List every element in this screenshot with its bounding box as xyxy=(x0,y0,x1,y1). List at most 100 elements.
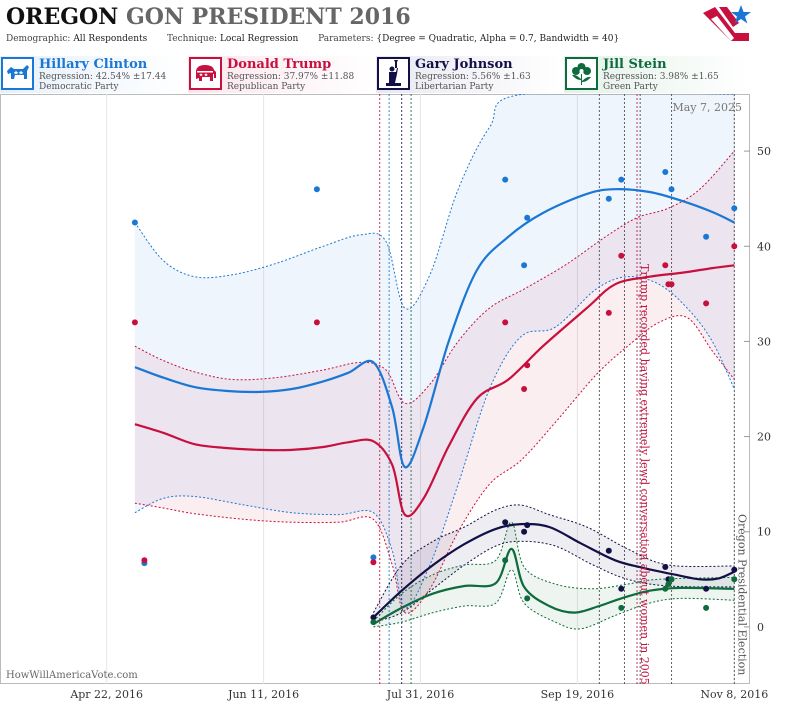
candidate-party: Democratic Party xyxy=(39,82,119,92)
parameters-label: Parameters: xyxy=(318,34,374,44)
candidate-name: Donald Trump xyxy=(227,57,332,72)
donald-trumplower-bound xyxy=(134,315,735,614)
candidate-regression: Regression: 3.98% ±1.65 xyxy=(603,72,719,82)
liberty-statue-icon xyxy=(377,57,410,90)
plot-frame xyxy=(0,94,750,684)
candidate-legend: Hillary Clinton Regression: 42.54% ±17.4… xyxy=(0,56,789,94)
gary-johnsonpoll-point xyxy=(502,519,509,526)
gary-johnsonpoll-point xyxy=(662,564,669,570)
y-tick-label: 30 xyxy=(757,335,771,348)
gary-johnsonpoll-point xyxy=(703,585,710,592)
gary-johnsonpoll-point xyxy=(605,547,612,554)
y-tick-label: 20 xyxy=(757,431,771,444)
jill-steinpoll-point xyxy=(665,581,672,588)
hillary-clintonpoll-point xyxy=(662,169,669,175)
x-tick-label: Sep 19, 2016 xyxy=(541,688,615,701)
gary-johnsonlower-bound xyxy=(373,540,735,623)
site-logo-icon xyxy=(703,5,751,41)
technique-label: Technique: xyxy=(167,34,218,44)
candidate-party: Republican Party xyxy=(227,82,306,92)
regression-chart: Trump recorded having extremely lewd con… xyxy=(0,94,771,701)
y-tick-label: 50 xyxy=(757,145,771,158)
gary-johnsonconfidence-band xyxy=(373,504,735,623)
parameters-line: Demographic: All Respondents Technique: … xyxy=(6,34,619,44)
donald-trumppoll-point xyxy=(313,319,320,326)
title-state: OREGON xyxy=(6,4,119,30)
donald-trumppoll-point xyxy=(703,300,710,307)
donald-trumpupper-bound xyxy=(134,150,735,405)
y-tick-label: 40 xyxy=(757,240,771,253)
donald-trumppoll-point xyxy=(662,262,669,269)
hillary-clintonpoll-point xyxy=(618,176,625,183)
elephant-icon xyxy=(189,57,222,90)
hillary-clintonpoll-point xyxy=(131,219,138,226)
candidate-name: Hillary Clinton xyxy=(39,57,148,72)
donkey-icon xyxy=(1,57,34,90)
donald-trumppoll-point xyxy=(668,281,675,288)
gary-johnsonpoll-point xyxy=(731,566,738,573)
x-tick-label: Jun 11, 2016 xyxy=(227,688,299,701)
jill-steinlower-bound xyxy=(373,569,735,630)
gary-johnsonupper-bound xyxy=(372,504,735,613)
hillary-clintonpoll-point xyxy=(313,186,320,193)
x-tick-label: Nov 8, 2016 xyxy=(700,688,768,701)
donald-trumppoll-point xyxy=(141,557,148,564)
jill-steinpoll-point xyxy=(703,604,710,611)
page-title: OREGON GON PRESIDENT 2016 xyxy=(6,4,411,30)
y-tick-label: 10 xyxy=(757,526,771,539)
donald-trumppoll-point xyxy=(605,309,612,316)
hillary-clintonlower-bound xyxy=(134,276,735,609)
candidate-party: Libertarian Party xyxy=(415,82,494,92)
candidate-party: Green Party xyxy=(603,82,658,92)
jill-steinpoll-point xyxy=(618,604,625,611)
donald-trumpregression-line xyxy=(134,264,735,518)
x-tick-label: Jul 31, 2016 xyxy=(386,688,455,701)
donald-trumpconfidence-band xyxy=(134,151,735,614)
donald-trumppoll-point xyxy=(731,243,738,250)
gary-johnsonpoll-point xyxy=(618,585,625,592)
demographic-value: All Respondents xyxy=(73,34,148,44)
legend-item-stein[interactable]: Jill Stein Regression: 3.98% ±1.65 Green… xyxy=(564,56,749,93)
gary-johnsonpoll-point xyxy=(521,528,528,535)
candidate-regression: Regression: 42.54% ±17.44 xyxy=(39,72,167,82)
jill-steinregression-line xyxy=(372,547,735,625)
gary-johnsonpoll-point xyxy=(370,614,377,621)
hillary-clintonconfidence-band xyxy=(134,94,735,608)
hillary-clintonupper-bound xyxy=(134,94,735,310)
donald-trumppoll-point xyxy=(618,252,625,259)
header: OREGON GON PRESIDENT 2016 Demographic: A… xyxy=(0,0,789,56)
hillary-clintonpoll-point xyxy=(605,195,612,202)
candidate-name: Gary Johnson xyxy=(415,57,513,72)
hillary-clintonregression-line xyxy=(134,188,735,469)
jill-steinconfidence-band xyxy=(373,522,735,630)
jill-steinpoll-point xyxy=(502,557,509,564)
hillary-clintonpoll-point xyxy=(521,262,528,269)
annotation-label: Trump recorded having extremely lewd con… xyxy=(638,264,651,685)
demographic-label: Demographic: xyxy=(6,34,71,44)
hillary-clintonpoll-point xyxy=(524,214,531,221)
hillary-clintonpoll-point xyxy=(703,233,710,240)
candidate-name: Jill Stein xyxy=(603,57,667,72)
jill-steinpoll-point xyxy=(731,576,738,583)
x-tick-label: Apr 22, 2016 xyxy=(69,688,143,701)
gary-johnsonpoll-point xyxy=(524,522,531,529)
legend-item-trump[interactable]: Donald Trump Regression: 37.97% ±11.88 R… xyxy=(188,56,373,93)
jill-steinupper-bound xyxy=(373,521,735,622)
hillary-clintonpoll-point xyxy=(502,176,509,183)
legend-item-johnson[interactable]: Gary Johnson Regression: 5.56% ±1.63 Lib… xyxy=(376,56,561,93)
candidate-regression: Regression: 37.97% ±11.88 xyxy=(227,72,355,82)
parameters-value: {Degree = Quadratic, Alpha = 0.7, Bandwi… xyxy=(376,34,620,44)
jill-steinpoll-point xyxy=(662,585,669,592)
annotation-label: Oregon Presidential Election xyxy=(735,514,748,675)
hillary-clintonpoll-point xyxy=(731,205,738,212)
technique-value: Local Regression xyxy=(219,34,299,44)
donald-trumppoll-point xyxy=(524,362,531,369)
title-rest: GON PRESIDENT 2016 xyxy=(125,4,411,30)
legend-item-clinton[interactable]: Hillary Clinton Regression: 42.54% ±17.4… xyxy=(0,56,185,93)
jill-steinpoll-point xyxy=(524,595,531,602)
donald-trumppoll-point xyxy=(131,319,138,326)
donald-trumppoll-point xyxy=(502,319,509,326)
y-tick-label: 0 xyxy=(757,621,764,634)
jill-steinpoll-point xyxy=(370,619,377,626)
donald-trumppoll-point xyxy=(370,559,377,566)
